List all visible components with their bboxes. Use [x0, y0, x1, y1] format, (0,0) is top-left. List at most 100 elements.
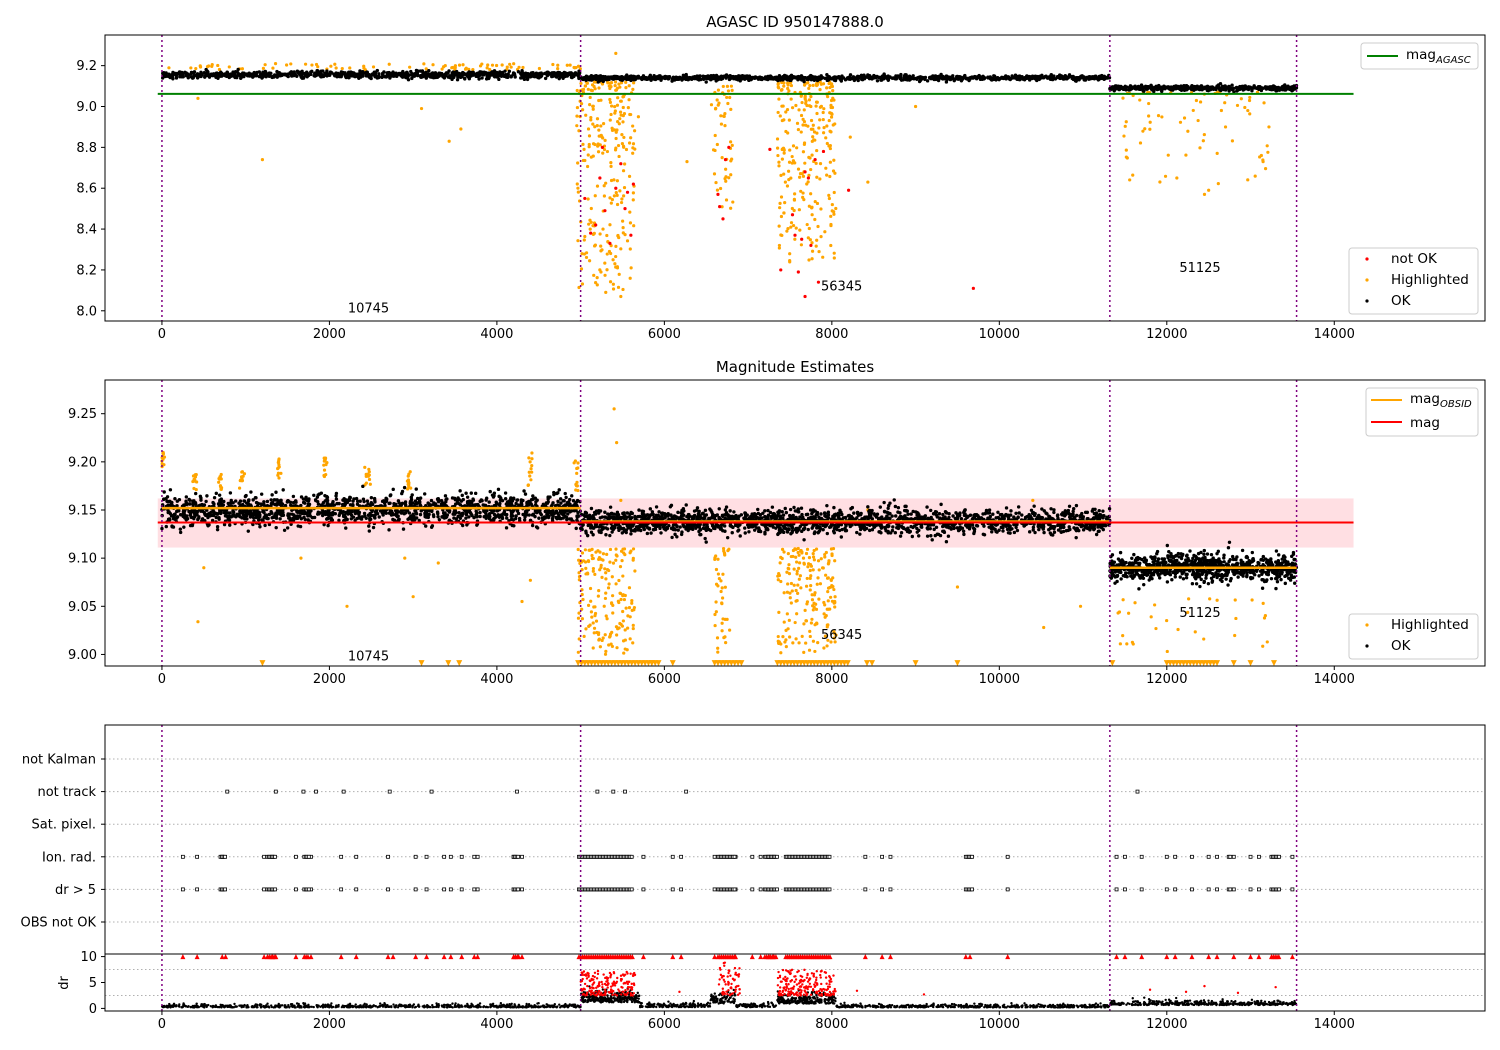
ok-point — [430, 71, 435, 75]
highlight-point — [586, 197, 590, 201]
y-tick-label: 8.2 — [76, 263, 97, 278]
highlight-point — [806, 565, 810, 569]
highlight-point — [615, 266, 620, 270]
ok-point — [475, 523, 479, 527]
ok-point — [513, 75, 517, 79]
ok-point — [459, 499, 464, 503]
highlight-point — [586, 127, 591, 131]
highlight-point — [575, 124, 579, 128]
ok-point — [434, 73, 438, 77]
ok-point — [478, 514, 482, 519]
highlight-point — [833, 171, 837, 175]
ok-point — [896, 74, 900, 78]
highlight-point — [633, 569, 637, 573]
ok-point — [764, 75, 769, 80]
highlight-point — [730, 88, 734, 92]
highlight-point — [823, 615, 827, 619]
highlight-point — [790, 589, 794, 593]
highlight-point — [831, 585, 835, 589]
highlight-point — [581, 108, 585, 112]
ok-point — [377, 72, 381, 76]
x-tick-label: 12000 — [1146, 327, 1187, 342]
ok-point — [904, 77, 908, 82]
highlight-point — [781, 104, 785, 108]
highlight-point — [599, 563, 603, 567]
ok-point — [302, 511, 307, 516]
ok-point — [369, 76, 373, 81]
highlight-point — [1219, 108, 1224, 113]
highlight-point — [611, 561, 616, 565]
highlight-point — [627, 174, 632, 178]
highlight-point — [814, 244, 818, 248]
highlight-point — [608, 118, 612, 122]
ok-point — [427, 69, 431, 73]
highlight-point — [776, 110, 780, 115]
highlight-point — [784, 638, 788, 642]
highlight-point — [811, 135, 815, 139]
highlight-point — [785, 612, 789, 616]
highlight-point — [804, 123, 808, 127]
ok-point — [911, 74, 915, 78]
highlight-point — [579, 267, 584, 271]
ok-point — [516, 511, 521, 516]
highlight-point — [1196, 118, 1200, 123]
highlight-point — [829, 223, 833, 228]
highlight-point — [622, 135, 626, 140]
highlight-point — [610, 128, 615, 133]
highlight-point — [161, 451, 165, 455]
ok-point — [385, 74, 389, 78]
highlight-point — [796, 591, 800, 595]
highlight-point — [603, 261, 607, 265]
highlight-point — [779, 195, 784, 199]
highlight-point — [575, 466, 579, 471]
ok-point — [968, 77, 972, 81]
highlight-point — [811, 608, 815, 612]
highlight-point — [614, 88, 618, 92]
highlight-point — [718, 186, 723, 191]
highlight-point — [825, 124, 829, 128]
ok-point — [228, 72, 233, 76]
highlight-point — [1202, 192, 1207, 196]
highlight-point — [720, 586, 724, 590]
ok-point — [276, 72, 280, 76]
highlight-point — [1123, 124, 1127, 128]
highlight-point — [821, 117, 825, 122]
ok-point — [355, 499, 360, 503]
highlight-point — [780, 157, 784, 161]
highlight-point — [608, 86, 612, 91]
highlight-point — [830, 112, 834, 116]
x-tick-label: 8000 — [815, 327, 848, 342]
highlight-point — [810, 213, 814, 217]
highlight-point — [815, 622, 819, 626]
highlight-point — [508, 62, 512, 66]
highlight-point — [720, 601, 724, 605]
highlight-point — [601, 227, 605, 231]
highlight-point — [611, 594, 615, 598]
highlight-point — [467, 67, 471, 71]
highlight-point — [801, 174, 806, 178]
highlight-point — [405, 487, 410, 491]
ok-point — [399, 71, 403, 76]
magnitude-panel-title: Magnitude Estimates — [716, 358, 874, 376]
not-ok-point — [603, 209, 607, 213]
not-ok-point — [629, 233, 633, 237]
highlight-point — [587, 624, 591, 628]
ok-point — [1030, 75, 1034, 80]
highlight-point — [240, 67, 244, 71]
highlight-point — [805, 222, 809, 227]
highlight-point — [271, 66, 275, 70]
highlight-point — [830, 552, 834, 556]
ok-point — [200, 73, 204, 77]
ok-point — [681, 75, 686, 80]
ok-point — [477, 72, 482, 76]
ok-point — [711, 76, 716, 80]
highlight-point — [830, 202, 834, 207]
highlight-point — [817, 597, 821, 601]
ok-point — [362, 499, 366, 504]
ok-point — [289, 70, 294, 74]
ok-point — [370, 502, 375, 507]
highlight-point — [1234, 616, 1238, 621]
highlight-point — [219, 487, 223, 492]
highlight-point — [798, 228, 802, 232]
ok-point — [599, 78, 603, 82]
